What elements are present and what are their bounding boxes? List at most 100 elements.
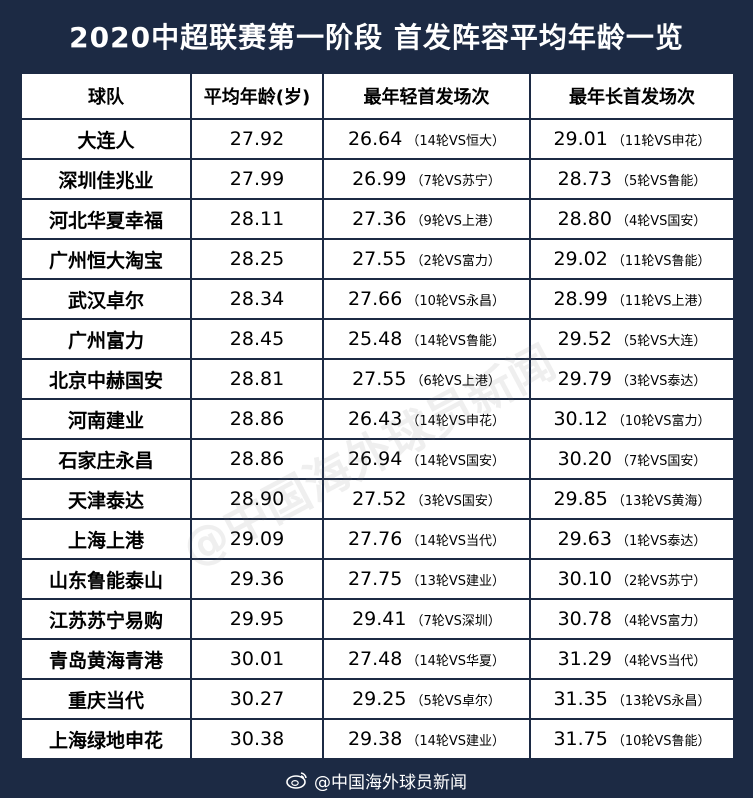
team-name: 上海绿地申花 [20,718,192,760]
team-name: 广州恒大淘宝 [20,238,192,280]
average-age: 28.86 [190,438,324,480]
average-age: 27.92 [190,118,324,160]
youngest-cell: 29.41 （7轮VS深圳） [322,598,531,640]
table-row: 河南建业 28.86 26.43 （14轮VS申花） 30.12 （10轮VS富力） [20,398,735,440]
oldest-age: 28.80 [557,208,612,230]
youngest-age: 26.64 [347,128,403,150]
youngest-cell: 27.36 （9轮VS上港） [322,198,531,240]
youngest-match: （9轮VS上港） [410,214,501,229]
youngest-match: （13轮VS建业） [406,574,506,589]
youngest-match: （14轮VS申花） [406,414,506,429]
youngest-cell: 27.55 （2轮VS富力） [322,238,531,280]
oldest-match: （3轮VS泰达） [615,374,707,389]
average-age: 29.36 [190,558,324,600]
table-row: 广州恒大淘宝 28.25 27.55 （2轮VS富力） 29.02 （11轮VS鲁能） [20,238,735,280]
oldest-age: 30.10 [557,568,612,590]
youngest-cell: 27.48 （14轮VS华夏） [322,638,531,680]
youngest-match: （14轮VS国安） [406,454,506,469]
oldest-cell: 30.78 （4轮VS富力） [529,598,735,640]
youngest-match: （3轮VS国安） [410,494,501,509]
average-age: 28.81 [190,358,324,400]
oldest-age: 30.12 [553,408,608,430]
header-youngest: 最年轻首发场次 [322,72,531,120]
team-name: 河南建业 [20,398,192,440]
youngest-match: （7轮VS苏宁） [410,174,501,189]
oldest-match: （13轮VS永昌） [611,694,711,709]
header-oldest: 最年长首发场次 [529,72,735,120]
table-row: 北京中赫国安 28.81 27.55 （6轮VS上港） 29.79 （3轮VS泰达） [20,358,735,400]
team-name: 江苏苏宁易购 [20,598,192,640]
oldest-cell: 28.99 （11轮VS上港） [529,278,735,320]
team-name: 重庆当代 [20,678,192,720]
youngest-age: 27.52 [352,488,407,510]
youngest-cell: 25.48 （14轮VS鲁能） [322,318,531,360]
oldest-match: （4轮VS富力） [615,614,707,629]
oldest-cell: 29.85 （13轮VS黄海） [529,478,735,520]
youngest-age: 29.25 [352,688,407,710]
average-age: 29.09 [190,518,324,560]
table-row: 石家庄永昌 28.86 26.94 （14轮VS国安） 30.20 （7轮VS国安） [20,438,735,480]
oldest-age: 31.35 [553,688,608,710]
table-row: 上海绿地申花 30.38 29.38 （14轮VS建业） 31.75 （10轮VS鲁能） [20,718,735,760]
oldest-age: 31.75 [553,728,608,750]
oldest-match: （1轮VS泰达） [615,534,707,549]
youngest-cell: 27.55 （6轮VS上港） [322,358,531,400]
footer-text: @中国海外球员新闻 [314,772,467,793]
oldest-match: （11轮VS鲁能） [611,254,711,269]
team-name: 广州富力 [20,318,192,360]
average-age: 28.86 [190,398,324,440]
table-row: 大连人 27.92 26.64 （14轮VS恒大） 29.01 （11轮VS申花） [20,118,735,160]
footer: @中国海外球员新闻 [0,762,753,798]
youngest-cell: 29.25 （5轮VS卓尔） [322,678,531,720]
oldest-age: 28.73 [557,168,612,190]
team-name: 河北华夏幸福 [20,198,192,240]
team-name: 上海上港 [20,518,192,560]
youngest-age: 26.94 [347,448,403,470]
oldest-match: （7轮VS国安） [615,454,707,469]
youngest-age: 27.55 [352,368,407,390]
oldest-match: （5轮VS鲁能） [615,174,707,189]
team-name: 大连人 [20,118,192,160]
average-age: 30.38 [190,718,324,760]
oldest-match: （10轮VS鲁能） [611,734,711,749]
average-age: 28.25 [190,238,324,280]
youngest-match: （14轮VS华夏） [406,654,506,669]
table-row: 上海上港 29.09 27.76 （14轮VS当代） 29.63 （1轮VS泰达） [20,518,735,560]
oldest-match: （4轮VS国安） [615,214,707,229]
table-row: 深圳佳兆业 27.99 26.99 （7轮VS苏宁） 28.73 （5轮VS鲁能） [20,158,735,200]
youngest-age: 25.48 [347,328,403,350]
table-row: 江苏苏宁易购 29.95 29.41 （7轮VS深圳） 30.78 （4轮VS富力） [20,598,735,640]
oldest-match: （4轮VS当代） [615,654,707,669]
table-row: 广州富力 28.45 25.48 （14轮VS鲁能） 29.52 （5轮VS大连） [20,318,735,360]
header-avg-age: 平均年龄(岁) [190,72,324,120]
average-age: 27.99 [190,158,324,200]
page-title: 2020中超联赛第一阶段 首发阵容平均年龄一览 [69,21,684,54]
oldest-age: 30.20 [557,448,612,470]
youngest-match: （5轮VS卓尔） [410,694,501,709]
table-row: 山东鲁能泰山 29.36 27.75 （13轮VS建业） 30.10 （2轮VS苏宁） [20,558,735,600]
youngest-match: （14轮VS恒大） [406,134,506,149]
average-age: 30.27 [190,678,324,720]
youngest-match: （10轮VS永昌） [406,294,506,309]
youngest-match: （14轮VS建业） [406,734,506,749]
oldest-age: 29.01 [553,128,608,150]
youngest-age: 29.38 [347,728,403,750]
table-row: 河北华夏幸福 28.11 27.36 （9轮VS上港） 28.80 （4轮VS国安） [20,198,735,240]
youngest-age: 27.55 [352,248,407,270]
youngest-cell: 27.52 （3轮VS国安） [322,478,531,520]
average-age: 28.11 [190,198,324,240]
oldest-age: 29.79 [557,368,612,390]
oldest-age: 31.29 [557,648,612,670]
age-table: 球队 平均年龄(岁) 最年轻首发场次 最年长首发场次 大连人 27.92 26.64… [20,72,735,760]
youngest-cell: 27.75 （13轮VS建业） [322,558,531,600]
table-row: 天津泰达 28.90 27.52 （3轮VS国安） 29.85 （13轮VS黄海） [20,478,735,520]
youngest-cell: 26.64 （14轮VS恒大） [322,118,531,160]
oldest-age: 29.52 [557,328,612,350]
youngest-match: （6轮VS上港） [410,374,501,389]
table-row: 青岛黄海青港 30.01 27.48 （14轮VS华夏） 31.29 （4轮VS当代） [20,638,735,680]
oldest-match: （13轮VS黄海） [611,494,711,509]
oldest-cell: 29.02 （11轮VS鲁能） [529,238,735,280]
oldest-cell: 31.29 （4轮VS当代） [529,638,735,680]
team-name: 山东鲁能泰山 [20,558,192,600]
youngest-cell: 26.94 （14轮VS国安） [322,438,531,480]
